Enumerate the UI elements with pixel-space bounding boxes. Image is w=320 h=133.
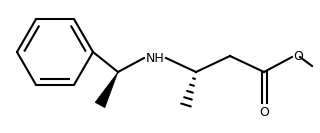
Text: NH: NH [146,51,164,65]
Text: O: O [293,51,303,63]
Text: O: O [259,106,269,119]
Polygon shape [95,72,118,108]
